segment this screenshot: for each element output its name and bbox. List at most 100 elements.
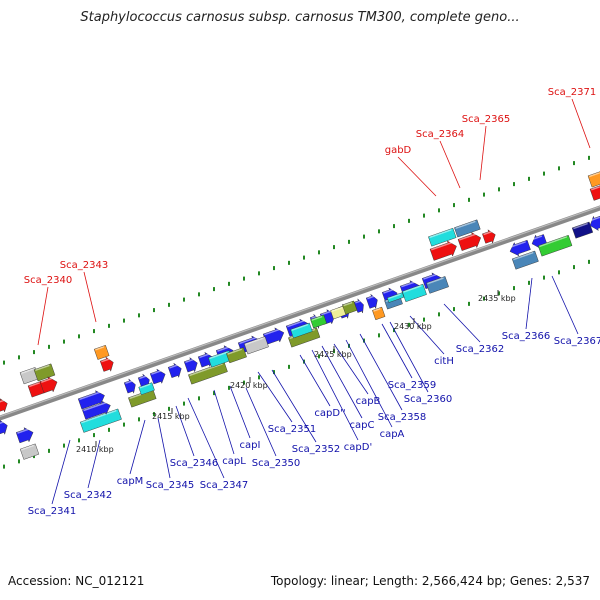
backbone-line	[0, 205, 600, 421]
gene-label-capi[interactable]: capI	[240, 440, 261, 451]
gene-label-capm[interactable]: capM	[117, 476, 144, 487]
gene-label-sca-2362[interactable]: Sca_2362	[456, 344, 504, 355]
gene-label-cith[interactable]: citH	[434, 356, 454, 367]
gene-labels[interactable]: Sca_2340 Sca_2343 gabD Sca_2364 Sca_2365 Sca_…	[24, 87, 600, 517]
connector-line	[271, 369, 317, 443]
gene-label-sca-2371[interactable]: Sca_2371	[548, 87, 596, 98]
gene-forward-6[interactable]	[167, 361, 184, 379]
connector-line	[187, 397, 225, 479]
gene-green-2367[interactable]	[537, 234, 573, 257]
tick-label-1: 2410 kbp	[76, 445, 114, 454]
gene-cyan-capd[interactable]	[290, 322, 313, 339]
gene-label-capa[interactable]: capA	[380, 429, 405, 440]
gene-blue-right[interactable]	[588, 214, 600, 233]
gene-label-capl[interactable]: capL	[222, 456, 246, 467]
tick-label-5: 2430 kbp	[394, 322, 432, 331]
gene-label-sca-2360[interactable]: Sca_2360	[404, 394, 452, 405]
gene-features[interactable]	[0, 170, 600, 460]
gene-cyan-gabd[interactable]	[428, 227, 457, 247]
connector-line	[37, 286, 49, 346]
gene-blue-2341[interactable]	[15, 425, 36, 444]
gene-capi-olive[interactable]	[226, 347, 247, 364]
gene-label-capd-[interactable]: capD'	[344, 442, 372, 453]
gene-red-2365[interactable]	[482, 228, 498, 245]
gene-forward-3[interactable]	[123, 378, 138, 395]
gene-cyan-2342[interactable]	[79, 408, 122, 433]
gene-label-sca-2352[interactable]: Sca_2352	[292, 444, 340, 455]
gene-beige-capb[interactable]	[330, 305, 347, 320]
gene-red-2371[interactable]	[589, 184, 600, 201]
gene-steel-2366[interactable]	[511, 250, 539, 270]
gene-orange-2343[interactable]	[93, 344, 110, 360]
gene-red-2364[interactable]	[457, 230, 483, 252]
connector-line	[409, 315, 445, 355]
label-connectors	[37, 98, 591, 505]
genome-backbone	[0, 205, 600, 421]
gene-label-sca-2341[interactable]: Sca_2341	[28, 506, 76, 517]
gene-label-sca-2347[interactable]: Sca_2347	[200, 480, 248, 491]
backbone-highlight	[0, 205, 600, 418]
dotted-guides	[3, 155, 590, 469]
gene-blue-2342[interactable]	[82, 399, 113, 421]
gene-steel-citH[interactable]	[425, 276, 449, 294]
gene-label-sca-2346[interactable]: Sca_2346	[170, 458, 218, 469]
connector-line	[345, 339, 393, 428]
kbp-ticks: 2410 kbp 2415 kbp 2420 kbp 2425 kbp 2430 kbp…	[76, 290, 516, 454]
genome-summary-text: Topology: linear; Length: 2,566,424 bp; …	[270, 574, 590, 588]
gene-green-capc[interactable]	[310, 314, 327, 329]
gene-olive-capa[interactable]	[342, 300, 358, 315]
gene-navy-2367[interactable]	[571, 221, 594, 239]
gene-gray-2351[interactable]	[243, 336, 269, 355]
gene-label-sca-2340[interactable]: Sca_2340	[24, 275, 72, 286]
connector-line	[381, 323, 413, 379]
gene-red-gabd[interactable]	[429, 239, 459, 263]
gene-forward-11[interactable]	[262, 326, 287, 347]
gene-label-sca-2351[interactable]: Sca_2351	[268, 424, 316, 435]
connector-line	[525, 277, 533, 330]
connector-line	[479, 125, 487, 181]
gene-orange-2371[interactable]	[587, 170, 600, 188]
gene-label-sca-2345[interactable]: Sca_2345	[146, 480, 194, 491]
gene-label-sca-2358[interactable]: Sca_2358	[378, 412, 426, 423]
connector-line	[397, 156, 437, 197]
gene-label-capd-[interactable]: capD''	[314, 408, 345, 419]
connector-line	[157, 417, 171, 479]
connector-line	[299, 354, 331, 407]
gene-label-sca-2342[interactable]: Sca_2342	[64, 490, 112, 501]
gene-blue-2366[interactable]	[508, 238, 532, 258]
gene-forward-8[interactable]	[197, 350, 216, 369]
gene-red-2343[interactable]	[99, 355, 116, 373]
gene-gray-2341[interactable]	[19, 443, 40, 460]
gene-label-sca-2364[interactable]: Sca_2364	[416, 129, 464, 140]
gene-cyan-capm[interactable]	[138, 382, 155, 396]
tick-label-3: 2420 kbp	[230, 381, 268, 390]
gene-label-sca-2350[interactable]: Sca_2350	[252, 458, 300, 469]
gene-forward-5[interactable]	[149, 367, 168, 386]
gene-red-2340b[interactable]	[39, 374, 59, 394]
connector-line	[83, 271, 97, 323]
gene-label-sca-2366[interactable]: Sca_2366	[502, 331, 550, 342]
gene-label-sca-2359[interactable]: Sca_2359	[388, 380, 436, 391]
gene-forward-17[interactable]	[365, 293, 380, 310]
gene-cyan-2359[interactable]	[386, 292, 405, 303]
connector-line	[245, 387, 277, 457]
gene-label-gabd[interactable]: gabD	[385, 145, 412, 156]
gene-forward-1[interactable]	[0, 418, 10, 436]
gene-label-capb[interactable]: capB	[356, 396, 381, 407]
gene-olive-2340[interactable]	[33, 363, 56, 382]
connector-line	[87, 439, 101, 489]
gene-label-sca-2365[interactable]: Sca_2365	[462, 114, 510, 125]
gene-steel-2364[interactable]	[454, 219, 481, 238]
gene-label-sca-2343[interactable]: Sca_2343	[60, 260, 108, 271]
gene-label-capc[interactable]: capC	[350, 420, 375, 431]
gene-red-left[interactable]	[0, 397, 10, 414]
connector-line	[257, 371, 293, 423]
gene-forward-16[interactable]	[353, 298, 367, 315]
gene-forward-2[interactable]	[77, 388, 107, 411]
gene-label-sca-2367[interactable]: Sca_2367	[554, 336, 600, 347]
gene-gray-2340[interactable]	[19, 367, 40, 385]
gene-orange-2358[interactable]	[372, 306, 386, 321]
gene-cyan-2360[interactable]	[401, 283, 427, 303]
gene-forward-7[interactable]	[183, 356, 200, 374]
